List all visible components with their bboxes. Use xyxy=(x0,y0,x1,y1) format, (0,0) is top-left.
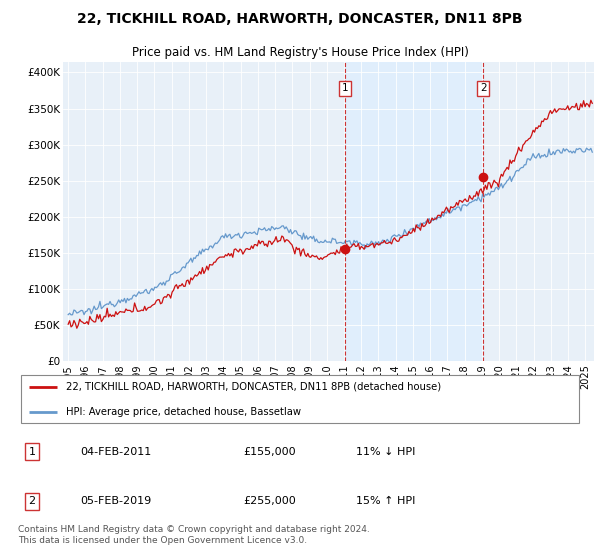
Text: 22, TICKHILL ROAD, HARWORTH, DONCASTER, DN11 8PB (detached house): 22, TICKHILL ROAD, HARWORTH, DONCASTER, … xyxy=(66,382,441,392)
Text: Price paid vs. HM Land Registry's House Price Index (HPI): Price paid vs. HM Land Registry's House … xyxy=(131,46,469,59)
Text: 05-FEB-2019: 05-FEB-2019 xyxy=(80,496,151,506)
Text: £255,000: £255,000 xyxy=(244,496,296,506)
Text: 11% ↓ HPI: 11% ↓ HPI xyxy=(356,446,416,456)
Text: 22, TICKHILL ROAD, HARWORTH, DONCASTER, DN11 8PB: 22, TICKHILL ROAD, HARWORTH, DONCASTER, … xyxy=(77,12,523,26)
Text: 04-FEB-2011: 04-FEB-2011 xyxy=(80,446,151,456)
Text: HPI: Average price, detached house, Bassetlaw: HPI: Average price, detached house, Bass… xyxy=(66,407,301,417)
Text: 1: 1 xyxy=(29,446,35,456)
Text: Contains HM Land Registry data © Crown copyright and database right 2024.
This d: Contains HM Land Registry data © Crown c… xyxy=(18,525,370,545)
Text: £155,000: £155,000 xyxy=(244,446,296,456)
Text: 2: 2 xyxy=(29,496,35,506)
FancyBboxPatch shape xyxy=(21,375,578,423)
Text: 1: 1 xyxy=(342,83,349,94)
Text: 2: 2 xyxy=(480,83,487,94)
Bar xyxy=(346,62,484,361)
Text: 15% ↑ HPI: 15% ↑ HPI xyxy=(356,496,416,506)
